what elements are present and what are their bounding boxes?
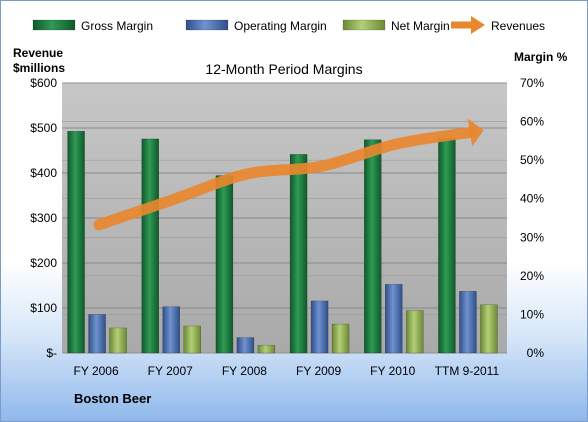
- right-axis-title: Margin %: [514, 50, 568, 64]
- bar-gross-margin: [364, 139, 382, 354]
- bar-operating-margin: [162, 306, 180, 354]
- legend-label: Operating Margin: [234, 19, 327, 33]
- left-tick-label: $400: [30, 166, 57, 180]
- legend-label: Gross Margin: [81, 19, 153, 33]
- right-tick-label: 0%: [527, 346, 545, 360]
- left-tick-label: $100: [30, 301, 57, 315]
- category-label: FY 2008: [222, 364, 267, 378]
- bar-gross-margin: [289, 154, 308, 354]
- bar-operating-margin: [459, 291, 477, 354]
- company-name: Boston Beer: [74, 391, 151, 406]
- right-tick-label: 70%: [520, 76, 544, 90]
- bar-operating-margin: [236, 337, 255, 354]
- bar-net-margin: [257, 345, 276, 354]
- bar-net-margin: [331, 323, 350, 354]
- right-tick-label: 10%: [520, 307, 544, 321]
- right-tick-label: 30%: [520, 230, 544, 244]
- bar-operating-margin: [310, 300, 329, 354]
- bar-gross-margin: [141, 138, 159, 354]
- category-label: TTM 9-2011: [435, 364, 500, 378]
- legend-swatch: [342, 19, 386, 31]
- legend-swatch: [185, 19, 229, 31]
- bar-gross-margin: [438, 138, 456, 354]
- category-label: FY 2007: [148, 364, 193, 378]
- gridlines: [62, 82, 507, 354]
- bar-net-margin: [480, 304, 498, 354]
- category-label: FY 2009: [296, 364, 341, 378]
- left-tick-label: $600: [30, 76, 57, 90]
- bar-gross-margin: [215, 175, 234, 354]
- right-tick-label: 60%: [520, 115, 544, 129]
- right-tick-label: 50%: [520, 153, 544, 167]
- left-tick-label: $300: [30, 211, 57, 225]
- left-axis-title-line2: $millions: [13, 61, 65, 75]
- axes: $- $100 $200 $300 $400 $500 $600 0% 10% 20% 30% 40%…: [30, 76, 544, 378]
- left-tick-label: $-: [46, 346, 57, 360]
- left-axis-title-line1: Revenue: [13, 46, 63, 60]
- right-tick-label: 20%: [520, 269, 544, 283]
- bar-net-margin: [183, 325, 201, 354]
- revenue-line: [93, 127, 476, 231]
- revenue-series: [93, 118, 484, 231]
- legend-label: Revenues: [491, 19, 545, 33]
- left-tick-label: $500: [30, 121, 57, 135]
- bar-net-margin: [109, 327, 127, 354]
- category-label: FY 2010: [370, 364, 415, 378]
- legend: Gross Margin Operating Margin Net Margin Re…: [32, 16, 545, 34]
- chart-title: 12-Month Period Margins: [205, 61, 362, 77]
- bar-gross-margin: [67, 130, 85, 354]
- revenue-arrowhead: [467, 118, 484, 147]
- bar-operating-margin: [88, 314, 106, 354]
- bar-series: [67, 130, 498, 354]
- legend-label: Net Margin: [391, 19, 450, 33]
- bar-operating-margin: [385, 284, 403, 354]
- category-label: FY 2006: [74, 364, 119, 378]
- legend-swatch-arrow: [471, 16, 485, 34]
- bar-net-margin: [406, 310, 424, 354]
- left-tick-label: $200: [30, 256, 57, 270]
- right-tick-label: 40%: [520, 192, 544, 206]
- legend-swatch: [32, 19, 76, 31]
